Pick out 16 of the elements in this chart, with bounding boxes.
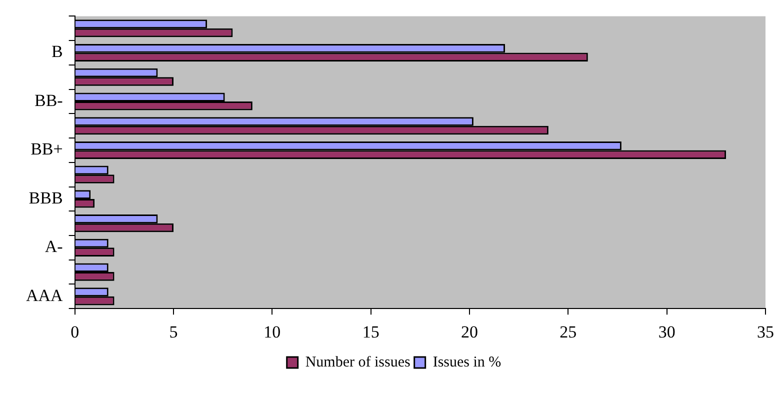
x-tick-label: 25 — [560, 322, 577, 342]
y-tick-label: AAA — [26, 286, 64, 305]
y-tick-label: A- — [44, 237, 64, 256]
x-tick-label: 0 — [70, 322, 80, 342]
legend-label: Number of issues — [305, 354, 410, 370]
y-tick-label: BB+ — [30, 140, 63, 159]
y-tick-label: B — [51, 42, 63, 62]
y-tick-label: BB- — [34, 90, 64, 110]
y-tick-label: BBB — [28, 188, 63, 208]
x-tick-label: 30 — [658, 322, 676, 342]
x-tick-label: 35 — [757, 322, 774, 342]
legend-label: Issues in % — [432, 354, 502, 370]
x-tick-label: 10 — [264, 322, 281, 342]
x-tick-label: 5 — [169, 322, 178, 342]
x-tick-label: 15 — [362, 322, 380, 342]
x-tick-label: 20 — [461, 322, 478, 342]
